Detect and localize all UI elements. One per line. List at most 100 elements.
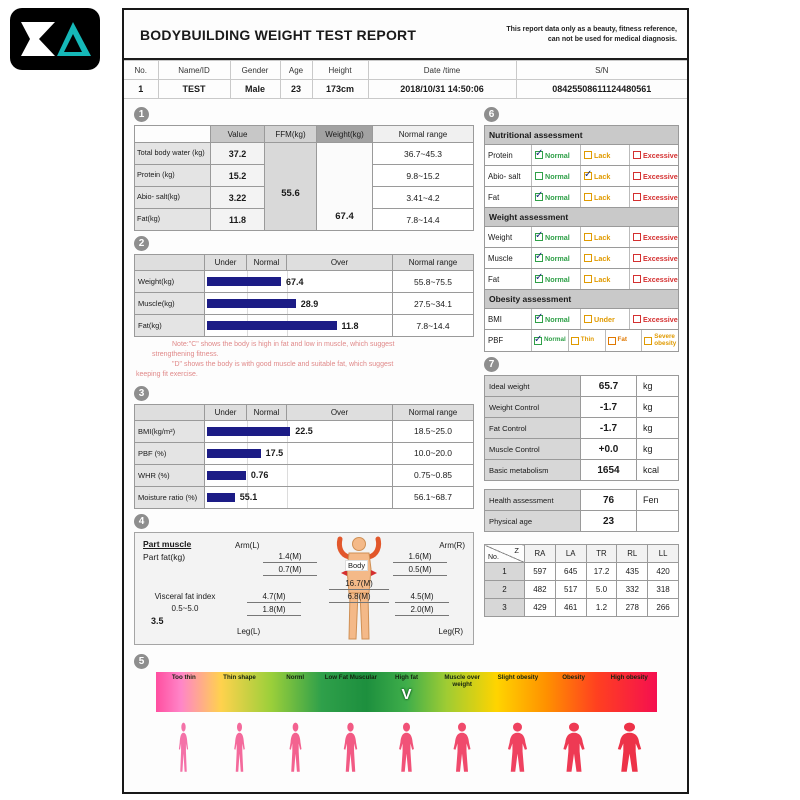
patient-field-label: Gender (229, 60, 281, 80)
unchecked-checkbox (584, 254, 592, 262)
body-figure-cell (601, 716, 657, 774)
unchecked-checkbox (584, 233, 592, 241)
part-fat-label: Part fat(kg) (143, 551, 186, 562)
t1-range-header: Normal range (372, 125, 474, 143)
note-line: keeping fit exercise. (136, 371, 198, 379)
visceral-fat-block: Visceral fat index 0.5~5.0 3.5 (139, 591, 231, 630)
t1-header-row: Value FFM(kg) Weight(kg) Normal range (134, 125, 474, 143)
assessment-option: Excessive (630, 269, 678, 289)
bmi-pbf-tbody: Under Normal Over Normal range BMI(kg/m²… (134, 403, 474, 509)
impedance-header-row: Z No. RA LA TR RL LL (484, 544, 679, 563)
patient-field-label: Date /time (367, 60, 517, 80)
t2-range-header: Normal range (392, 254, 474, 271)
impedance-cell: 332 (616, 580, 649, 599)
control-value: 23 (580, 510, 637, 532)
indicator-row: BMI(kg/m²) 22.5 18.5~25.0 (134, 419, 474, 443)
assessment-option-label: Excessive (643, 192, 678, 202)
report-disclaimer: This report data only as a beauty, fitne… (487, 25, 677, 45)
impedance-cell: 1.2 (585, 598, 618, 617)
scale-segment-label: Slight obesity (497, 674, 539, 681)
assessment-option-label: Excessive (643, 232, 678, 242)
assessment-row: BMI ✓ Normal Under Excessive (485, 309, 678, 330)
scale-segment-label: Muscle over weight (444, 674, 481, 688)
impedance-cell: 597 (524, 562, 556, 581)
impedance-column-header: LA (554, 544, 587, 563)
scale-segment: Norml (267, 672, 323, 712)
impedance-row-number: 2 (484, 580, 525, 599)
arm-left-muscle: 1.4(M) (263, 550, 317, 563)
assessment-option-label: Normal (545, 150, 570, 160)
indicator-bar-wrap: 28.9 (205, 299, 392, 309)
impedance-column-header: TR (585, 544, 618, 563)
indicator-row: WHR (%) 0.76 0.75~0.85 (134, 463, 474, 487)
impedance-z-label: Z (514, 546, 519, 555)
assessment-option-label: Lack (594, 192, 611, 202)
indicator-bar-wrap: 11.8 (205, 321, 392, 331)
indicator-bar (207, 321, 337, 330)
assessment-option: ✓ Normal (532, 227, 581, 247)
assessment-row: Fat ✓ Normal Lack Excessive (485, 187, 678, 208)
impedance-row-number: 3 (484, 598, 525, 617)
arm-left-label: Arm(L) (235, 540, 260, 550)
impedance-column-header: LL (647, 544, 679, 563)
control-unit: kg (636, 396, 679, 418)
assessment-option: Lack (581, 248, 630, 268)
assessment-option: ✓ Normal (532, 187, 581, 207)
assessment-group: Nutritional assessment Protein ✓ Normal Lack… (485, 126, 678, 208)
check-mark-icon: ✓ (535, 148, 544, 159)
checked-checkbox: ✓ (535, 273, 543, 283)
control-tbody: Ideal weight 65.7 kg Weight Control -1.7 kg Fa… (484, 375, 679, 481)
brand-logo-icon (21, 22, 91, 56)
unchecked-checkbox (535, 172, 543, 180)
checked-checkbox: ✓ (535, 191, 543, 201)
brand-logo (10, 8, 100, 70)
scale-segment-label: High obesity (610, 674, 648, 681)
scale-segment-label: Obesity (562, 674, 585, 681)
t2-normal-header: Normal (246, 254, 287, 271)
body-label: Body (345, 559, 369, 571)
patient-info-table: No. Name/ID Gender Age Height Date /time S/N 1 T… (124, 60, 687, 99)
patient-field-value: 08425508611124480561 (515, 79, 687, 99)
control-value: 76 (580, 489, 637, 511)
indicator-value: 22.5 (295, 426, 313, 437)
assessment-row-label: Fat (485, 187, 532, 207)
unchecked-checkbox (584, 151, 592, 159)
check-mark-icon: ✓ (535, 312, 544, 323)
indicator-bar (207, 470, 246, 480)
assessment-option: Excessive (630, 187, 678, 207)
control-label: Health assessment (484, 489, 581, 511)
assessment-groups: Nutritional assessment Protein ✓ Normal Lack… (484, 125, 679, 352)
unchecked-checkbox (607, 336, 616, 345)
checked-checkbox: ✓ (535, 148, 544, 159)
indicator-range: 0.75~0.85 (392, 463, 474, 487)
indicator-bar-cell: 0.76 (204, 463, 393, 487)
report-header: BODYBUILDING WEIGHT TEST REPORT This rep… (124, 10, 687, 60)
control-value: 1654 (580, 459, 637, 481)
leg-right-fat: 2.0(M) (395, 603, 449, 616)
indicator-row: Muscle(kg) 28.9 27.5~34.1 (134, 292, 474, 315)
impedance-cell: 266 (647, 598, 679, 617)
unchecked-checkbox (633, 254, 641, 262)
scale-marker: V (401, 686, 412, 703)
t3-under-header: Under (204, 403, 247, 421)
indicator-row: Fat(kg) 11.8 7.8~14.4 (134, 314, 474, 337)
impedance-column-header: RL (616, 544, 649, 563)
assessment-option: ✓ Lack (581, 166, 630, 186)
unchecked-checkbox (570, 336, 579, 345)
impedance-no-label: No. (488, 554, 499, 561)
body-composition-table: Value FFM(kg) Weight(kg) Normal range To… (134, 125, 474, 231)
control-label: Weight Control (484, 396, 581, 418)
indicator-range: 10.0~20.0 (392, 441, 474, 465)
t1-row-label: Total body water (kg) (134, 142, 211, 165)
body-figure-cell (379, 716, 435, 774)
scale-segment-label: Low Fat Muscular (324, 674, 377, 681)
body-figure-icon (179, 722, 189, 772)
indicator-label: Moisture ratio (%) (134, 485, 205, 509)
assessment-option-label: Severe obesity (654, 332, 677, 347)
leg-right-muscle: 4.5(M) (395, 590, 449, 603)
impedance-row-number: 1 (484, 562, 525, 581)
arm-right-fat: 0.5(M) (393, 563, 447, 576)
indicator-bar (207, 299, 296, 308)
indicator-range: 56.1~68.7 (392, 485, 474, 509)
segmental-analysis-box: Part muscle Part fat(kg) Visceral fat in… (134, 531, 474, 645)
